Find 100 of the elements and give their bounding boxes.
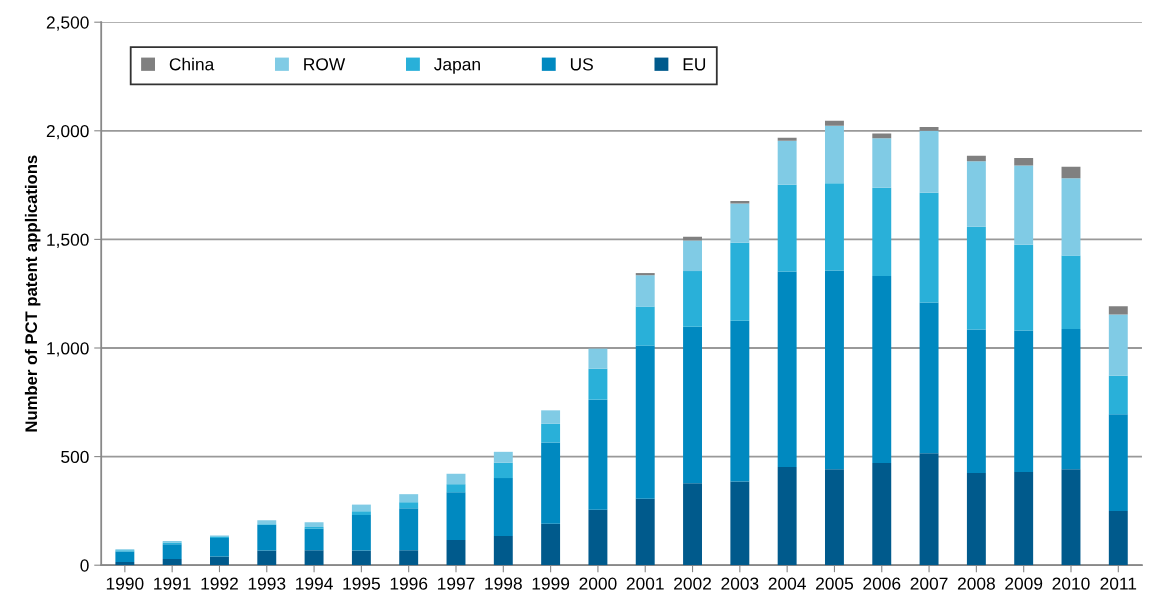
y-tick-label: 1,500	[47, 233, 89, 248]
bar	[1061, 328, 1081, 470]
bar	[1014, 472, 1034, 566]
bar	[824, 270, 844, 470]
bar	[351, 550, 371, 566]
bar	[966, 226, 986, 330]
bar	[304, 522, 324, 527]
legend-label: China	[169, 57, 215, 71]
bar	[1014, 165, 1034, 245]
bar	[919, 126, 939, 131]
bar	[777, 140, 797, 185]
bar	[635, 273, 655, 276]
x-tick-label: 2008	[957, 577, 995, 590]
y-tick-label: 2,000	[46, 124, 89, 140]
x-tick-label: 1999	[532, 577, 570, 590]
bar	[824, 125, 844, 184]
bar	[541, 410, 561, 424]
bar	[777, 467, 797, 566]
bar	[919, 192, 939, 303]
x-tick-label: 2000	[579, 577, 617, 590]
bar	[304, 550, 324, 566]
bar	[872, 462, 892, 566]
bar	[351, 511, 371, 516]
bar	[399, 502, 419, 509]
x-tick-label: 2011	[1100, 577, 1137, 590]
legend-label: Japan	[434, 58, 480, 74]
bar	[493, 451, 513, 463]
bar	[399, 550, 419, 566]
legend-label: EU	[683, 58, 706, 71]
bar	[635, 498, 655, 566]
bar	[1061, 469, 1081, 566]
bar	[635, 345, 655, 499]
bar	[730, 320, 750, 482]
bar	[588, 368, 608, 400]
bar	[777, 271, 797, 468]
bar	[824, 183, 844, 271]
bar	[730, 203, 750, 243]
bar	[1108, 306, 1128, 315]
bar	[304, 528, 324, 551]
bar	[1014, 157, 1034, 166]
legend-label: US	[570, 58, 593, 71]
bar	[115, 551, 135, 562]
bar	[635, 306, 655, 346]
x-tick-label: 1993	[248, 577, 286, 590]
bar	[1061, 166, 1081, 179]
x-tick-label: 1992	[201, 577, 238, 590]
bar	[541, 523, 561, 566]
bar	[493, 536, 513, 566]
bar	[588, 399, 608, 510]
bar	[683, 326, 702, 484]
bar	[1108, 314, 1128, 376]
x-tick-label: 2001	[626, 577, 664, 590]
bar	[824, 120, 844, 126]
bar	[1061, 178, 1081, 256]
bar	[730, 242, 750, 321]
bar	[635, 275, 655, 307]
y-tick-label: 0	[80, 559, 89, 572]
x-tick-label: 2003	[721, 577, 759, 590]
bar	[588, 348, 608, 369]
bar	[777, 184, 797, 272]
x-tick-label: 2004	[768, 577, 806, 590]
x-tick-label: 2007	[910, 577, 948, 590]
bar	[683, 271, 702, 327]
bar	[162, 544, 182, 560]
bar	[210, 538, 229, 557]
bar	[399, 494, 419, 503]
bar	[872, 187, 892, 276]
legend-label: ROW	[304, 58, 346, 71]
bar	[1014, 244, 1034, 331]
x-tick-label: 1995	[343, 577, 380, 590]
bar	[919, 302, 939, 454]
bar	[1108, 414, 1128, 512]
bar	[872, 133, 892, 139]
x-tick-label: 1998	[485, 577, 522, 590]
bar	[446, 484, 466, 493]
x-tick-label: 1997	[438, 577, 475, 590]
bar	[919, 453, 939, 566]
bar	[257, 520, 277, 525]
bar	[730, 481, 750, 566]
bar	[493, 478, 513, 537]
bar	[115, 561, 135, 566]
bar	[493, 462, 513, 479]
bar	[872, 275, 892, 463]
y-tick-label: 2,500	[46, 16, 89, 31]
bar	[966, 155, 986, 162]
bar	[730, 200, 750, 204]
x-tick-label: 1994	[296, 577, 333, 590]
bar	[966, 329, 986, 473]
bar	[162, 559, 182, 566]
bar	[446, 473, 466, 485]
x-tick-label: 1991	[154, 577, 191, 590]
bar	[1014, 330, 1034, 473]
bar	[351, 504, 371, 512]
bar	[351, 515, 371, 551]
y-axis-title: Number of PCT patent applications	[24, 155, 41, 432]
bar	[919, 130, 939, 193]
bar	[683, 240, 702, 272]
bar	[824, 469, 844, 566]
x-tick-label: 2002	[674, 577, 711, 590]
bar	[257, 550, 277, 566]
